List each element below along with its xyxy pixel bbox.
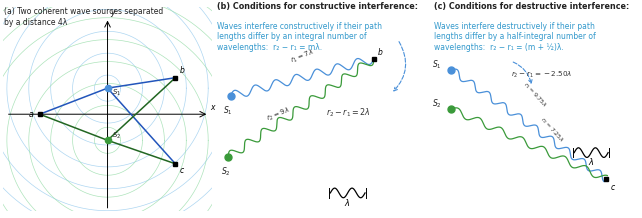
Text: $r_2 = 9\lambda$: $r_2 = 9\lambda$ xyxy=(265,106,291,124)
Text: $S_2$: $S_2$ xyxy=(112,131,121,141)
Text: $r_2 - r_1 = -2.50\lambda$: $r_2 - r_1 = -2.50\lambda$ xyxy=(510,69,572,80)
Text: a: a xyxy=(29,110,33,119)
Text: $S_2$: $S_2$ xyxy=(432,98,442,110)
Text: (c) Conditions for destructive interference:: (c) Conditions for destructive interfere… xyxy=(435,2,630,11)
FancyArrowPatch shape xyxy=(394,42,406,91)
Text: $r_1 = 9.75\lambda$: $r_1 = 9.75\lambda$ xyxy=(521,80,549,110)
Text: (a) Two coherent wave sources separated: (a) Two coherent wave sources separated xyxy=(4,7,164,16)
Text: $S_1$: $S_1$ xyxy=(432,59,442,71)
Text: $\lambda$: $\lambda$ xyxy=(588,156,594,167)
Text: Waves interfere destructively if their path
lengths differ by a half-integral nu: Waves interfere destructively if their p… xyxy=(435,22,596,52)
Text: b: b xyxy=(180,66,184,75)
Text: $S_1$: $S_1$ xyxy=(223,104,233,117)
Text: by a distance 4λ: by a distance 4λ xyxy=(4,18,67,27)
FancyArrowPatch shape xyxy=(513,62,532,83)
Text: Waves interfere constructively if their path
lengths differ by an integral numbe: Waves interfere constructively if their … xyxy=(218,22,383,52)
Text: y: y xyxy=(110,8,115,17)
Text: $S_1$: $S_1$ xyxy=(112,87,121,98)
Text: $\lambda$: $\lambda$ xyxy=(345,197,351,208)
Text: c: c xyxy=(180,166,184,175)
Text: $r_2 - r_1 = 2\lambda$: $r_2 - r_1 = 2\lambda$ xyxy=(326,107,371,119)
Text: (b) Conditions for constructive interference:: (b) Conditions for constructive interfer… xyxy=(218,2,419,11)
Text: c: c xyxy=(610,183,614,192)
Text: $r_2 = 7.25\lambda$: $r_2 = 7.25\lambda$ xyxy=(538,115,566,145)
Text: b: b xyxy=(378,48,383,57)
Text: $S_2$: $S_2$ xyxy=(221,165,231,178)
Text: x: x xyxy=(211,103,215,112)
Text: $r_1 = 7\lambda$: $r_1 = 7\lambda$ xyxy=(289,48,315,66)
